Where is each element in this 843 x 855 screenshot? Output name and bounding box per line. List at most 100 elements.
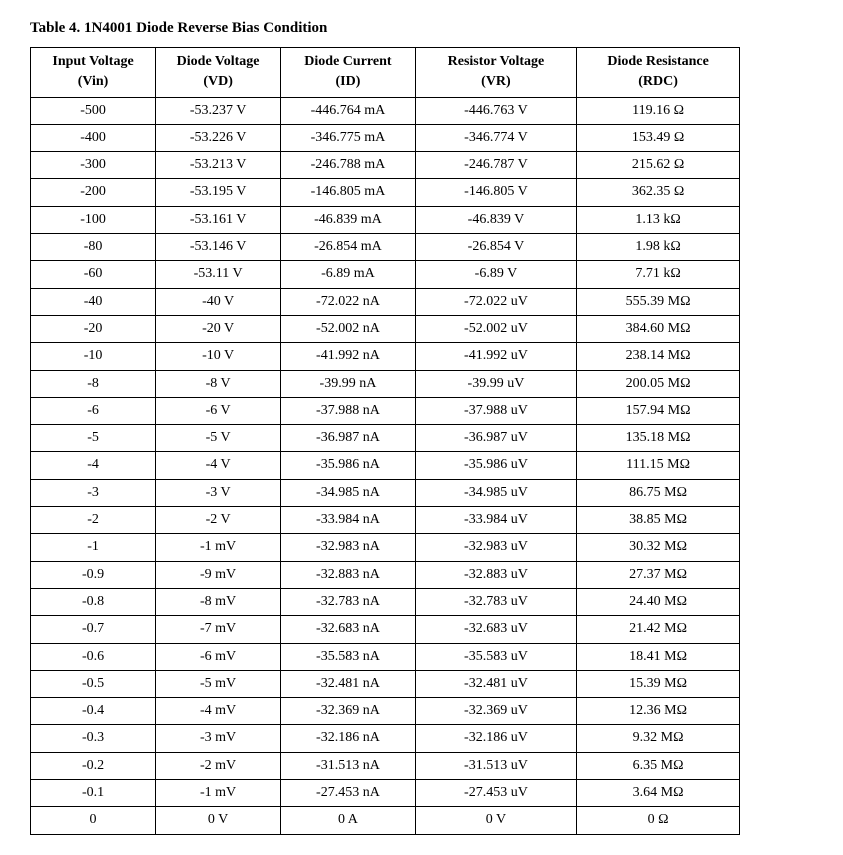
table-row: -0.7-7 mV-32.683 nA-32.683 uV21.42 MΩ (31, 616, 740, 643)
table-cell: -41.992 uV (415, 343, 576, 370)
table-cell: -53.213 V (156, 152, 281, 179)
table-row: -80-53.146 V-26.854 mA-26.854 V1.98 kΩ (31, 234, 740, 261)
table-cell: -72.022 uV (415, 288, 576, 315)
table-row: -0.3-3 mV-32.186 nA-32.186 uV9.32 MΩ (31, 725, 740, 752)
table-cell: -53.161 V (156, 206, 281, 233)
table-cell: 215.62 Ω (577, 152, 740, 179)
table-cell: 555.39 MΩ (577, 288, 740, 315)
table-cell: -32.883 uV (415, 561, 576, 588)
table-cell: 24.40 MΩ (577, 588, 740, 615)
table-cell: -32.683 nA (281, 616, 416, 643)
table-row: -8-8 V-39.99 nA-39.99 uV200.05 MΩ (31, 370, 740, 397)
table-cell: -32.783 uV (415, 588, 576, 615)
table-row: -6-6 V-37.988 nA-37.988 uV157.94 MΩ (31, 397, 740, 424)
table-cell: -32.983 nA (281, 534, 416, 561)
table-cell: -39.99 uV (415, 370, 576, 397)
table-cell: 27.37 MΩ (577, 561, 740, 588)
col-label: Diode Voltage (177, 54, 260, 69)
table-cell: -37.988 uV (415, 397, 576, 424)
table-cell: -40 V (156, 288, 281, 315)
table-cell: -0.5 (31, 670, 156, 697)
table-cell: -34.985 nA (281, 479, 416, 506)
col-label: Diode Current (304, 54, 391, 69)
table-cell: -6 V (156, 397, 281, 424)
table-cell: -446.763 V (415, 97, 576, 124)
table-cell: 9.32 MΩ (577, 725, 740, 752)
table-cell: -80 (31, 234, 156, 261)
table-cell: 12.36 MΩ (577, 698, 740, 725)
table-cell: -37.988 nA (281, 397, 416, 424)
table-cell: -52.002 uV (415, 315, 576, 342)
table-cell: -35.583 uV (415, 643, 576, 670)
table-cell: 111.15 MΩ (577, 452, 740, 479)
table-cell: -9 mV (156, 561, 281, 588)
table-cell: -60 (31, 261, 156, 288)
table-cell: -5 mV (156, 670, 281, 697)
table-row: -3-3 V-34.985 nA-34.985 uV86.75 MΩ (31, 479, 740, 506)
col-header-vin: Input Voltage (Vin) (31, 48, 156, 98)
table-cell: -40 (31, 288, 156, 315)
table-cell: -32.186 nA (281, 725, 416, 752)
table-cell: -39.99 nA (281, 370, 416, 397)
table-cell: -72.022 nA (281, 288, 416, 315)
table-cell: 18.41 MΩ (577, 643, 740, 670)
table-cell: -53.195 V (156, 179, 281, 206)
table-cell: -36.987 nA (281, 425, 416, 452)
table-cell: -8 mV (156, 588, 281, 615)
table-cell: -32.369 nA (281, 698, 416, 725)
table-cell: -36.987 uV (415, 425, 576, 452)
table-cell: -35.986 uV (415, 452, 576, 479)
table-row: -20-20 V-52.002 nA-52.002 uV384.60 MΩ (31, 315, 740, 342)
table-cell: -2 mV (156, 752, 281, 779)
col-sublabel: (VR) (422, 72, 570, 92)
table-cell: -2 V (156, 507, 281, 534)
table-cell: -1 (31, 534, 156, 561)
table-cell: -0.2 (31, 752, 156, 779)
table-cell: -26.854 V (415, 234, 576, 261)
table-cell: -7 mV (156, 616, 281, 643)
table-body: -500-53.237 V-446.764 mA-446.763 V119.16… (31, 97, 740, 834)
table-cell: -32.186 uV (415, 725, 576, 752)
table-row: -40-40 V-72.022 nA-72.022 uV555.39 MΩ (31, 288, 740, 315)
table-cell: -31.513 uV (415, 752, 576, 779)
table-cell: -26.854 mA (281, 234, 416, 261)
table-cell: -3 V (156, 479, 281, 506)
table-cell: -6 (31, 397, 156, 424)
table-cell: -41.992 nA (281, 343, 416, 370)
table-cell: 30.32 MΩ (577, 534, 740, 561)
table-cell: -5 V (156, 425, 281, 452)
table-cell: -53.146 V (156, 234, 281, 261)
table-row: -4-4 V-35.986 nA-35.986 uV111.15 MΩ (31, 452, 740, 479)
table-cell: -32.481 uV (415, 670, 576, 697)
col-header-id: Diode Current (ID) (281, 48, 416, 98)
table-cell: 0 Ω (577, 807, 740, 834)
table-cell: -500 (31, 97, 156, 124)
col-header-vr: Resistor Voltage (VR) (415, 48, 576, 98)
table-row: -10-10 V-41.992 nA-41.992 uV238.14 MΩ (31, 343, 740, 370)
col-sublabel: (RDC) (583, 72, 733, 92)
table-row: -0.6-6 mV-35.583 nA-35.583 uV18.41 MΩ (31, 643, 740, 670)
table-cell: -20 V (156, 315, 281, 342)
table-cell: -1 mV (156, 780, 281, 807)
table-cell: -246.788 mA (281, 152, 416, 179)
table-row: -500-53.237 V-446.764 mA-446.763 V119.16… (31, 97, 740, 124)
table-cell: -8 (31, 370, 156, 397)
table-cell: -0.9 (31, 561, 156, 588)
table-cell: -27.453 uV (415, 780, 576, 807)
table-cell: 7.71 kΩ (577, 261, 740, 288)
table-cell: -20 (31, 315, 156, 342)
table-row: -0.5-5 mV-32.481 nA-32.481 uV15.39 MΩ (31, 670, 740, 697)
table-cell: -100 (31, 206, 156, 233)
table-cell: -400 (31, 124, 156, 151)
table-cell: 0 (31, 807, 156, 834)
table-header: Input Voltage (Vin) Diode Voltage (VD) D… (31, 48, 740, 98)
table-cell: 21.42 MΩ (577, 616, 740, 643)
table-cell: -146.805 mA (281, 179, 416, 206)
table-row: -2-2 V-33.984 nA-33.984 uV38.85 MΩ (31, 507, 740, 534)
col-header-rdc: Diode Resistance (RDC) (577, 48, 740, 98)
table-cell: -446.764 mA (281, 97, 416, 124)
table-row: -0.8-8 mV-32.783 nA-32.783 uV24.40 MΩ (31, 588, 740, 615)
table-cell: -34.985 uV (415, 479, 576, 506)
table-cell: -6.89 mA (281, 261, 416, 288)
table-row: -300-53.213 V-246.788 mA-246.787 V215.62… (31, 152, 740, 179)
